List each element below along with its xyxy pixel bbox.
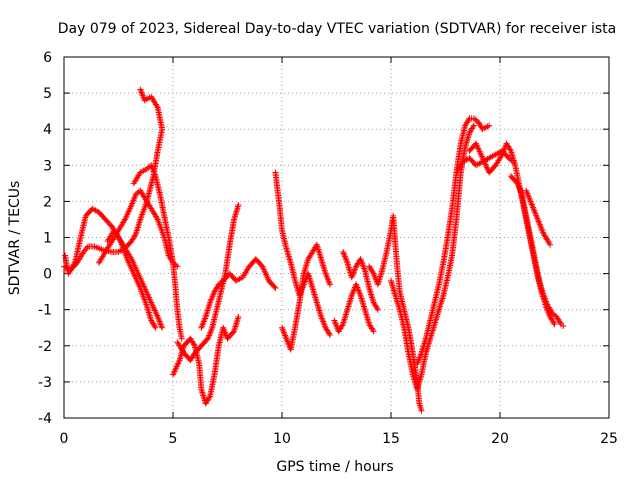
data-point <box>132 232 139 239</box>
data-point <box>159 324 166 331</box>
data-point <box>560 322 567 329</box>
data-point <box>235 313 242 320</box>
axis-ticks: 0 5 10 15 20 25 -4 -3 -2 -1 0 1 2 3 4 5 6 <box>38 50 618 447</box>
data-point <box>271 283 278 290</box>
data-point <box>557 319 564 326</box>
series-s2 <box>62 205 166 331</box>
y-tick-label: 1 <box>43 231 52 247</box>
y-tick-label: -2 <box>38 339 52 355</box>
y-axis-label: SDTVAR / TECUs <box>7 181 23 296</box>
x-tick-label: 20 <box>491 431 509 447</box>
data-point <box>469 124 476 131</box>
series-s18 <box>507 173 567 329</box>
data-point <box>272 285 279 292</box>
data-point <box>326 281 333 288</box>
y-tick-label: 6 <box>43 50 52 66</box>
series-s12 <box>340 248 381 313</box>
y-tick-label: -1 <box>38 303 52 319</box>
series-s15 <box>414 115 493 367</box>
chart-title: Day 079 of 2023, Sidereal Day-to-day VTE… <box>58 21 616 37</box>
y-tick-label: 4 <box>43 122 52 138</box>
data-marks <box>61 86 567 414</box>
y-tick-label: -3 <box>38 375 52 391</box>
x-axis-label: GPS time / hours <box>276 459 393 475</box>
data-point <box>235 202 242 209</box>
series-s19 <box>523 187 554 248</box>
data-point <box>369 269 376 276</box>
series-s14 <box>388 122 477 393</box>
data-point <box>486 122 493 129</box>
data-point <box>465 116 472 123</box>
data-point <box>470 122 477 129</box>
data-point <box>152 324 159 331</box>
data-point <box>326 331 333 338</box>
series-s9 <box>272 169 333 338</box>
data-point <box>83 244 90 251</box>
data-point <box>550 319 557 326</box>
series-s5 <box>130 162 185 342</box>
y-tick-label: 0 <box>43 267 52 283</box>
data-point <box>206 394 213 401</box>
data-point <box>178 335 185 342</box>
data-point <box>370 328 377 335</box>
grid-lines <box>64 57 609 418</box>
data-point <box>369 326 376 333</box>
series-s11 <box>331 281 377 335</box>
x-tick-label: 15 <box>382 431 400 447</box>
y-tick-label: 2 <box>43 194 52 210</box>
data-point <box>544 236 551 243</box>
data-point <box>339 322 346 329</box>
data-point <box>151 323 158 330</box>
data-point <box>190 341 197 348</box>
data-point <box>137 86 144 93</box>
data-point <box>507 146 514 153</box>
data-point <box>374 306 381 313</box>
data-point <box>547 241 554 248</box>
data-point <box>418 407 425 414</box>
y-tick-label: -4 <box>38 411 52 427</box>
x-tick-label: 10 <box>273 431 291 447</box>
x-tick-label: 25 <box>600 431 618 447</box>
series-s10 <box>279 241 333 353</box>
y-tick-label: 3 <box>43 158 52 174</box>
series-s8 <box>198 256 279 331</box>
data-point <box>326 330 333 337</box>
series-s4 <box>104 227 159 331</box>
data-point <box>551 321 558 328</box>
x-tick-label: 0 <box>60 431 69 447</box>
y-tick-label: 5 <box>43 86 52 102</box>
x-tick-label: 5 <box>169 431 178 447</box>
data-point <box>374 305 381 312</box>
